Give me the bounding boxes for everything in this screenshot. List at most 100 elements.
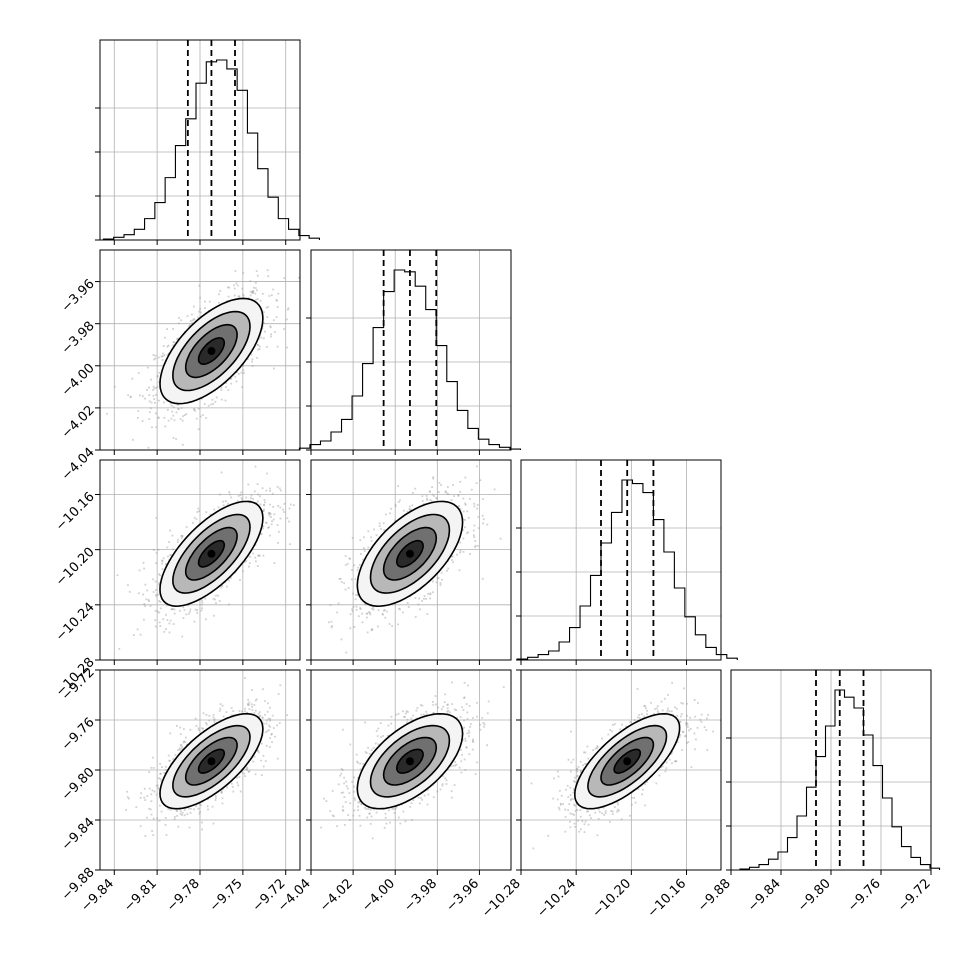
scatter-point <box>202 727 205 730</box>
scatter-point <box>149 808 152 811</box>
scatter-point <box>239 790 242 793</box>
scatter-point <box>351 608 353 611</box>
scatter-point <box>439 582 442 584</box>
scatter-point <box>167 555 169 558</box>
scatter-point <box>213 508 216 511</box>
scatter-point <box>258 715 261 718</box>
scatter-point <box>179 813 182 815</box>
scatter-point <box>175 411 178 414</box>
scatter-point <box>277 542 279 544</box>
scatter-point <box>447 567 450 570</box>
scatter-point <box>144 605 146 607</box>
scatter-point <box>417 603 420 606</box>
scatter-point <box>191 521 194 524</box>
scatter-point <box>352 592 354 595</box>
scatter-point <box>355 608 358 611</box>
scatter-point <box>175 438 177 440</box>
scatter-point <box>201 727 203 730</box>
scatter-point <box>447 493 450 496</box>
scatter-point <box>154 402 156 404</box>
scatter-point <box>427 592 429 595</box>
scatter-point <box>457 495 460 497</box>
scatter-point <box>118 648 121 650</box>
scatter-point <box>157 356 160 359</box>
scatter-point <box>260 759 262 762</box>
scatter-point <box>283 511 286 513</box>
scatter-point <box>139 825 142 828</box>
scatter-point <box>397 623 399 626</box>
scatter-point <box>137 372 140 374</box>
scatter-point <box>248 770 251 773</box>
scatter-point <box>257 750 259 752</box>
scatter-point <box>232 710 235 712</box>
scatter-point <box>249 280 252 283</box>
scatter-point <box>371 628 373 631</box>
scatter-point <box>425 494 428 497</box>
scatter-point <box>277 505 280 507</box>
scatter-point <box>383 609 385 612</box>
scatter-point <box>383 529 386 531</box>
scatter-point <box>418 597 421 600</box>
scatter-point <box>253 704 256 706</box>
scatter-point <box>459 541 462 544</box>
scatter-point <box>450 555 453 558</box>
scatter-point <box>258 711 261 713</box>
scatter-point <box>243 372 245 375</box>
scatter-point <box>212 597 215 600</box>
scatter-point <box>459 549 462 552</box>
scatter-point <box>288 507 291 510</box>
scatter-point <box>201 601 204 604</box>
scatter-point <box>474 540 477 542</box>
scatter-point <box>473 502 476 505</box>
scatter-point <box>235 380 238 383</box>
scatter-point <box>146 366 149 369</box>
scatter-point <box>245 560 248 562</box>
scatter-point <box>126 796 129 799</box>
scatter-point <box>371 607 373 610</box>
scatter-point <box>267 717 270 720</box>
scatter-point <box>276 306 279 308</box>
scatter-point <box>249 500 252 502</box>
scatter-point <box>146 389 148 391</box>
scatter-point <box>410 508 413 511</box>
scatter-point <box>161 355 164 357</box>
scatter-point <box>262 525 265 528</box>
scatter-point <box>212 716 215 719</box>
scatter-point <box>199 811 201 813</box>
scatter-point <box>430 500 433 503</box>
scatter-point <box>271 714 274 717</box>
scatter-point <box>249 294 252 297</box>
scatter-point <box>148 600 150 602</box>
scatter-point <box>153 387 156 390</box>
scatter-point <box>269 746 271 748</box>
scatter-point <box>444 491 447 494</box>
scatter-point <box>277 693 280 695</box>
scatter-point <box>270 333 272 336</box>
scatter-point <box>329 604 332 606</box>
scatter-point <box>150 407 152 410</box>
scatter-point <box>242 570 244 573</box>
scatter-point <box>265 745 268 747</box>
scatter-point <box>212 403 215 405</box>
scatter-point <box>289 503 292 506</box>
scatter-point <box>229 377 232 380</box>
scatter-point <box>261 742 263 745</box>
scatter-point <box>441 578 443 581</box>
scatter-point <box>369 613 372 616</box>
scatter-point <box>272 319 275 322</box>
scatter-point <box>202 712 205 715</box>
scatter-point <box>160 779 163 782</box>
scatter-point <box>198 803 201 805</box>
scatter-point <box>252 290 255 293</box>
scatter-point <box>233 284 235 287</box>
scatter-point <box>168 760 171 762</box>
scatter-point <box>262 765 265 768</box>
histogram-panel-1 <box>95 39 320 245</box>
scatter-point <box>150 378 152 381</box>
scatter-point <box>195 518 198 521</box>
scatter-point <box>362 558 364 561</box>
scatter-point <box>180 810 182 813</box>
scatter-point <box>262 510 265 513</box>
scatter-point <box>367 530 370 533</box>
scatter-panel-2-1 <box>95 249 301 455</box>
